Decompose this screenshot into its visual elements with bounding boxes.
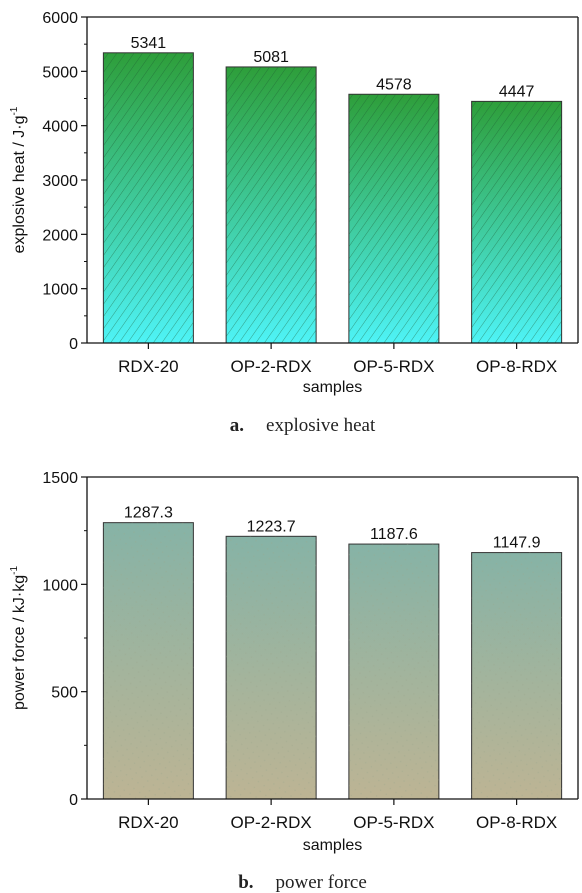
- category-label: RDX-20: [118, 357, 178, 376]
- y-tick-label: 6000: [42, 10, 78, 27]
- bar-hatch: [348, 544, 439, 799]
- bar-op-5-rdx: [348, 543, 440, 800]
- category-label: OP-8-RDX: [476, 357, 557, 376]
- y-axis-title: explosive heat / J·g-1: [9, 106, 28, 253]
- bar-hatch: [226, 66, 317, 343]
- bar-hatch: [471, 101, 562, 343]
- category-label: OP-8-RDX: [476, 813, 557, 832]
- y-tick-label: 1500: [42, 470, 78, 487]
- bar-op-2-rdx: [225, 66, 317, 344]
- category-label: OP-2-RDX: [231, 357, 312, 376]
- y-tick-label: 2000: [42, 227, 78, 244]
- bar-hatch: [103, 522, 194, 799]
- data-label: 1287.3: [124, 505, 173, 522]
- data-label: 5081: [253, 49, 289, 66]
- bar-op-2-rdx: [225, 535, 317, 800]
- y-tick-label: 0: [69, 336, 78, 353]
- bar-rdx-20: [102, 52, 194, 344]
- category-label: OP-5-RDX: [353, 357, 434, 376]
- y-tick-label: 5000: [42, 64, 78, 81]
- bar-hatch: [103, 52, 194, 344]
- y-axis-title: power force / kJ·kg-1: [9, 566, 28, 710]
- bar-rdx-20: [102, 522, 194, 800]
- data-label: 1147.9: [493, 535, 541, 552]
- data-label: 1187.6: [370, 526, 418, 543]
- data-label: 4578: [376, 76, 412, 93]
- y-tick-label: 3000: [42, 173, 78, 190]
- data-label: 5341: [131, 35, 167, 52]
- category-label: RDX-20: [118, 813, 178, 832]
- chart-a: 5341 RDX-20 5081 OP-2-RDX 4578 OP-5-RDX 4447 OP…: [9, 10, 579, 436]
- x-axis-title: samples: [303, 379, 363, 396]
- bar-hatch: [471, 552, 562, 799]
- y-tick-label: 4000: [42, 119, 78, 136]
- bar-op-8-rdx: [471, 552, 563, 800]
- bar-op-5-rdx: [348, 93, 440, 344]
- bar-hatch: [348, 94, 439, 344]
- data-label: 1223.7: [247, 518, 296, 535]
- data-label: 4447: [499, 83, 535, 100]
- x-axis-title: samples: [303, 837, 363, 854]
- y-tick-label: 500: [51, 685, 78, 702]
- figure-caption: b. power force: [238, 872, 367, 893]
- bar-op-8-rdx: [471, 100, 563, 344]
- bar-hatch: [226, 536, 317, 799]
- category-label: OP-5-RDX: [353, 813, 434, 832]
- category-label: OP-2-RDX: [231, 813, 312, 832]
- chart-b: 1287.3 RDX-20 1223.7 OP-2-RDX 1187.6 OP-5-RDX…: [9, 470, 579, 893]
- figure-caption: a. explosive heat: [230, 415, 376, 436]
- y-tick-label: 0: [69, 792, 78, 809]
- y-tick-label: 1000: [42, 282, 78, 299]
- y-tick-label: 1000: [42, 577, 78, 594]
